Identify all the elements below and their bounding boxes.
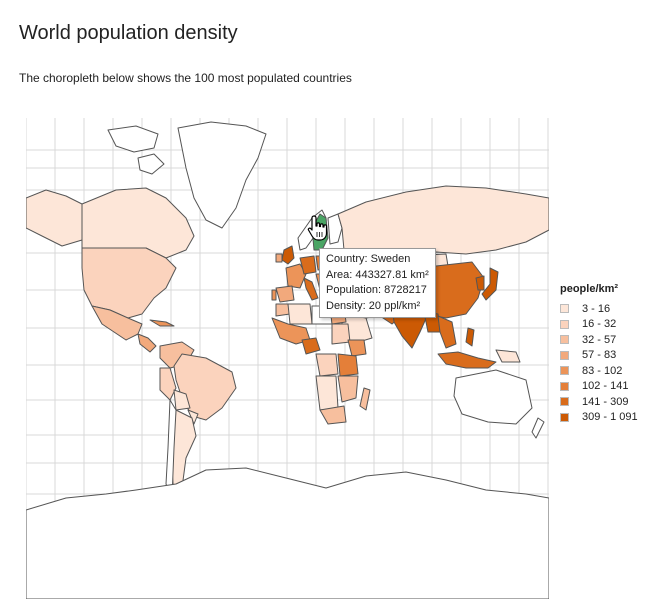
country-new-zealand[interactable] [531,417,545,439]
page-description: The choropleth below shows the 100 most … [19,71,352,85]
choropleth-map[interactable] [26,118,549,599]
country-central-america[interactable] [137,333,157,353]
legend-title: people/km² [560,283,619,295]
legend-item: 57 - 83 [560,348,660,364]
country-cuba[interactable] [149,319,175,327]
map-svg[interactable] [26,118,549,599]
country-ethiopia[interactable] [347,339,367,357]
legend-item: 32 - 57 [560,332,660,348]
legend-swatch [560,304,569,314]
tooltip-country: Country: Sweden [326,253,411,265]
country-tanzania-mozambique[interactable] [337,375,359,403]
legend-swatch [560,397,569,407]
legend-item: 102 - 141 [560,379,660,395]
legend-label: 57 - 83 [582,349,617,362]
legend-swatch [560,350,569,360]
country-south-africa[interactable] [319,405,347,425]
legend-item: 309 - 1 091 [560,410,660,426]
legend-label: 32 - 57 [582,333,617,346]
legend-swatch [560,412,569,422]
country-japan[interactable] [481,267,499,301]
legend: people/km² 3 - 16 16 - 32 32 - 57 57 - 83 83… [560,283,660,425]
country-angola-namibia[interactable] [315,375,339,411]
country-australia[interactable] [453,369,533,425]
country-indonesia[interactable] [437,351,497,369]
legend-swatch [560,366,569,376]
country-bolivia[interactable] [173,389,191,411]
country-tooltip: Country: Sweden Area: 443327.81 km² Popu… [319,248,436,318]
legend-item: 3 - 16 [560,301,660,317]
country-italy[interactable] [303,277,319,301]
legend-swatch [560,335,569,345]
hand-pointer-icon [307,215,328,241]
country-usa[interactable] [81,247,177,319]
country-canada-islands[interactable] [137,153,165,175]
country-peru[interactable] [159,367,177,401]
country-brazil[interactable] [173,353,237,421]
country-east-africa[interactable] [337,353,359,377]
legend-label: 141 - 309 [582,395,629,408]
country-nigeria[interactable] [301,337,321,355]
country-france[interactable] [285,263,307,289]
country-portugal[interactable] [271,289,277,301]
country-madagascar[interactable] [359,387,371,411]
legend-label: 16 - 32 [582,318,617,331]
country-arctic-islands[interactable] [107,125,159,153]
legend-swatch [560,319,569,329]
legend-label: 102 - 141 [582,380,629,393]
legend-label: 3 - 16 [582,302,611,315]
country-germany[interactable] [299,255,317,275]
country-korea[interactable] [475,275,485,291]
country-algeria[interactable] [287,303,313,325]
country-indochina[interactable] [437,315,457,349]
legend-item: 83 - 102 [560,363,660,379]
country-spain[interactable] [275,285,295,303]
country-drc[interactable] [315,353,339,377]
country-finland[interactable] [327,213,343,245]
country-uk[interactable] [281,245,295,265]
country-ireland[interactable] [275,253,283,263]
country-philippines[interactable] [465,327,475,347]
legend-item: 16 - 32 [560,317,660,333]
legend-label: 309 - 1 091 [582,411,638,424]
legend-item: 141 - 309 [560,394,660,410]
tooltip-area: Area: 443327.81 km² [326,268,429,281]
legend-label: 83 - 102 [582,364,623,377]
country-greenland[interactable] [177,121,267,229]
country-sudan[interactable] [331,323,351,345]
tooltip-population: Population: 8728217 [326,284,427,296]
tooltip-density: Density: 20 ppl/km² [326,299,421,312]
country-antarctica[interactable] [26,467,549,599]
country-alaska[interactable] [26,189,83,247]
country-papua[interactable] [495,349,521,363]
page-title: World population density [19,22,238,44]
legend-swatch [560,381,569,391]
